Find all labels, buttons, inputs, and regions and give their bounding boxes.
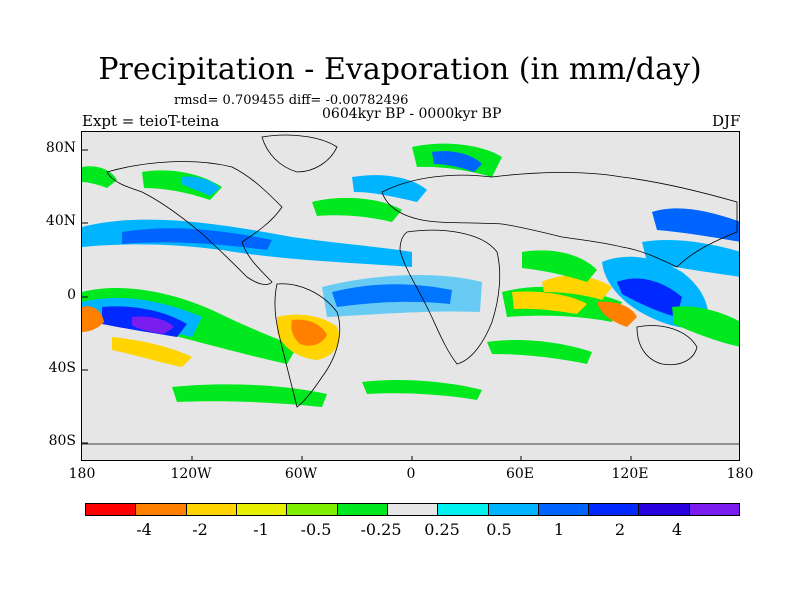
- lat-label: 40N: [45, 213, 76, 229]
- colorbar-swatch: [438, 504, 489, 515]
- colorbar-swatch: [639, 504, 690, 515]
- colorbar-label: 4: [671, 520, 683, 539]
- stats-text: rmsd= 0.709455 diff= -0.00782496: [174, 93, 409, 108]
- lat-label: 80N: [45, 140, 76, 156]
- colorbar-label: -0.5: [300, 520, 332, 539]
- lon-label: 180: [726, 466, 754, 482]
- colorbar-swatch: [186, 504, 237, 515]
- colorbar-label: 2: [614, 520, 626, 539]
- coastlines: [82, 134, 739, 445]
- colorbar-label: -2: [192, 520, 208, 539]
- colorbar-swatch: [589, 504, 640, 515]
- colorbar-swatch: [86, 504, 137, 515]
- lat-label: 80S: [48, 433, 76, 449]
- colorbar-swatch: [538, 504, 590, 515]
- colorbar-label: 1: [553, 520, 565, 539]
- map-title: Precipitation - Evaporation (in mm/day): [98, 52, 702, 87]
- colorbar-swatch: [337, 504, 388, 515]
- lon-label: 60W: [284, 466, 318, 482]
- map-panel: [81, 131, 740, 461]
- anomaly-field: [82, 143, 739, 407]
- lon-label: 180: [68, 466, 96, 482]
- map-ticks: [82, 149, 632, 460]
- lat-label: 40S: [48, 360, 76, 376]
- lat-label: 0: [67, 287, 76, 303]
- colorbar-label: -4: [136, 520, 152, 539]
- colorbar-label: -1: [253, 520, 269, 539]
- lon-label: 120E: [611, 466, 649, 482]
- period-text: 0604kyr BP - 0000kyr BP: [322, 106, 502, 122]
- experiment-label: Expt = teioT-teina: [82, 112, 220, 130]
- season-label: DJF: [712, 112, 741, 130]
- field-map: [82, 132, 739, 460]
- colorbar-swatch: [136, 504, 187, 515]
- lon-label: 0: [406, 466, 416, 482]
- colorbar-label: 0.25: [424, 520, 460, 539]
- colorbar: [85, 503, 740, 516]
- lon-label: 60E: [505, 466, 535, 482]
- colorbar-swatch: [689, 504, 740, 515]
- colorbar-label: 0.5: [486, 520, 512, 539]
- colorbar-swatch: [236, 504, 288, 515]
- lon-label: 120W: [170, 466, 212, 482]
- colorbar-label: -0.25: [360, 520, 402, 539]
- colorbar-swatch: [387, 504, 439, 515]
- colorbar-swatch: [488, 504, 539, 515]
- colorbar-swatch: [287, 504, 338, 515]
